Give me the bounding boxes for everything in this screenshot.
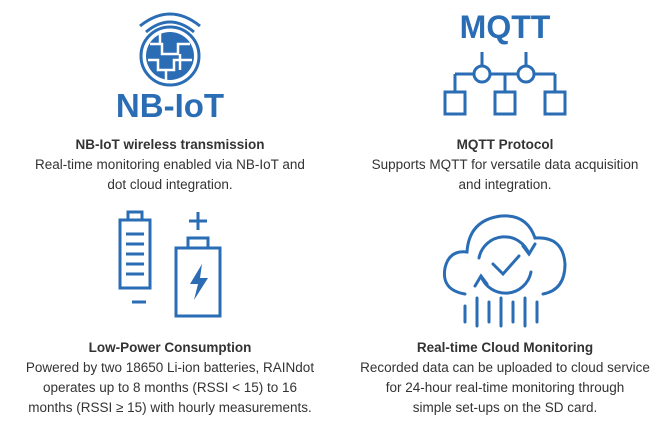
feature-desc-line: simple set-ups on the SD card. — [412, 400, 598, 415]
feature-title: Low-Power Consumption — [88, 340, 252, 355]
feature-desc-line: and integration. — [458, 177, 552, 192]
feature-title: Real-time Cloud Monitoring — [416, 340, 594, 355]
feature-nb-iot: NB-IoT wireless transmission Real-time m… — [0, 135, 340, 195]
feature-cloud-monitoring: Real-time Cloud Monitoring Recorded data… — [335, 338, 671, 418]
feature-desc-line: Real-time monitoring enabled via NB-IoT … — [35, 157, 305, 172]
cloud-sync-icon — [435, 198, 575, 330]
battery-icon — [112, 208, 232, 320]
feature-low-power: Low-Power Consumption Powered by two 186… — [0, 338, 340, 418]
svg-text:MQTT: MQTT — [460, 9, 551, 45]
mqtt-network-icon: MQTT — [440, 8, 570, 120]
feature-desc-line: months (RSSI ≥ 15) with hourly measureme… — [28, 400, 312, 415]
feature-desc-line: Supports MQTT for versatile data acquisi… — [371, 157, 639, 172]
feature-desc-line: Powered by two 18650 Li-ion batteries, R… — [25, 360, 315, 375]
feature-desc-line: Recorded data can be uploaded to cloud s… — [360, 360, 650, 375]
feature-title: MQTT Protocol — [456, 137, 554, 152]
svg-text:NB-IoT: NB-IoT — [116, 87, 224, 122]
nb-iot-globe-icon: NB-IoT — [100, 4, 240, 122]
feature-desc-line: for 24-hour real-time monitoring through — [385, 380, 625, 395]
feature-title: NB-IoT wireless transmission — [75, 137, 265, 152]
feature-mqtt: MQTT Protocol Supports MQTT for versatil… — [335, 135, 671, 195]
feature-desc-line: operates up to 8 months (RSSI < 15) to 1… — [42, 380, 298, 395]
feature-desc-line: dot cloud integration. — [107, 177, 233, 192]
